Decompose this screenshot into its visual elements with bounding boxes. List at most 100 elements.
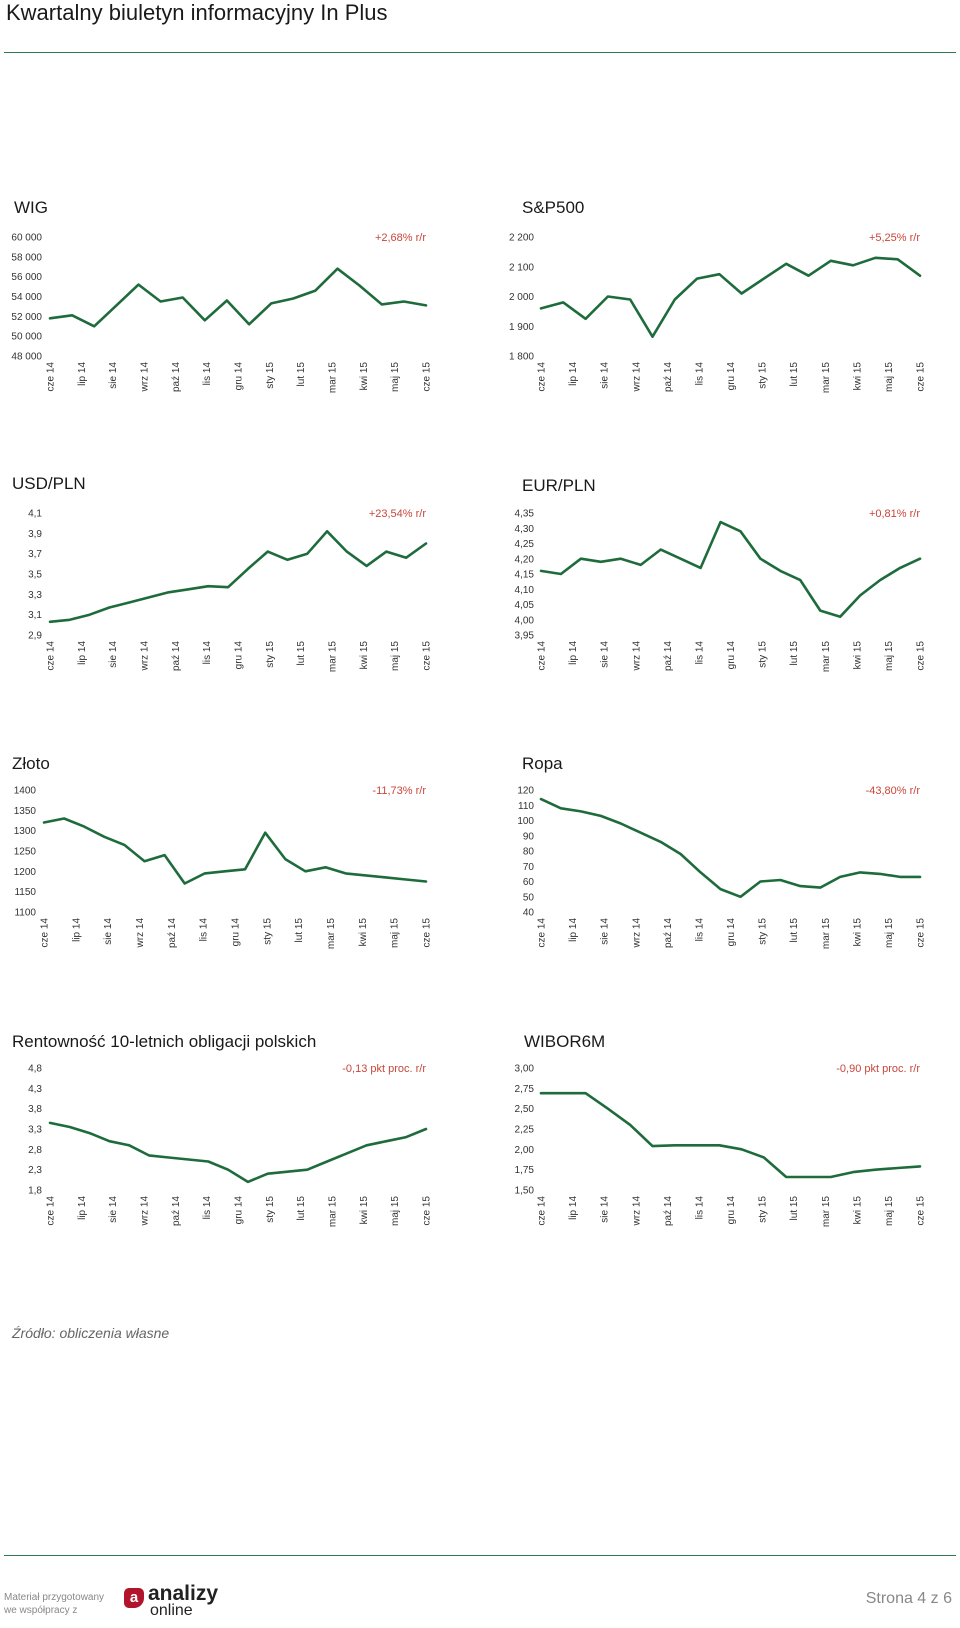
- x-tick-label: mar 15: [326, 918, 337, 950]
- y-tick-label: 4,35: [515, 509, 535, 520]
- x-tick-label: mar 15: [821, 918, 832, 950]
- x-tick-label: cze 14: [46, 1196, 57, 1226]
- series-line: [539, 256, 922, 339]
- y-tick-label: 2,75: [515, 1084, 535, 1095]
- x-tick-label: maj 15: [390, 1196, 401, 1226]
- x-tick-label: lis 14: [202, 362, 213, 386]
- x-tick-label: wrz 14: [140, 1196, 151, 1227]
- series-line: [539, 520, 922, 619]
- x-tick-label: sty 15: [758, 918, 769, 945]
- x-tick-label: gru 14: [234, 1196, 245, 1225]
- y-tick-label: 3,5: [28, 570, 42, 581]
- x-tick-label: sie 14: [108, 362, 119, 389]
- x-tick-label: lut 15: [296, 641, 307, 666]
- x-tick-label: lut 15: [789, 641, 800, 666]
- series-line: [42, 817, 428, 885]
- x-tick-label: lis 14: [694, 641, 705, 665]
- y-tick-label: 48 000: [11, 352, 42, 363]
- x-tick-label: sty 15: [265, 641, 276, 668]
- x-tick-label: cze 15: [422, 362, 433, 392]
- y-tick-label: 4,30: [515, 524, 535, 535]
- x-tick-label: gru 14: [726, 641, 737, 670]
- x-tick-label: cze 15: [422, 641, 433, 671]
- chart-title-zloto: Złoto: [12, 754, 50, 773]
- y-tick-label: 3,1: [28, 610, 42, 621]
- x-tick-label: lut 15: [294, 918, 305, 943]
- x-tick-label: cze 15: [916, 918, 927, 948]
- y-tick-label: 4,3: [28, 1084, 42, 1095]
- footer-prepared-line-2: we współpracy z: [4, 1605, 78, 1616]
- x-tick-label: sty 15: [265, 362, 276, 389]
- y-tick-label: 110: [518, 801, 534, 812]
- x-tick-label: maj 15: [390, 918, 401, 948]
- x-tick-label: paź 14: [171, 362, 182, 392]
- y-tick-label: 2,50: [515, 1104, 535, 1115]
- x-tick-label: lip 14: [568, 641, 579, 665]
- y-tick-label: 1,8: [28, 1186, 42, 1197]
- x-tick-label: sty 15: [265, 1196, 276, 1223]
- x-tick-label: kwi 15: [852, 1196, 863, 1225]
- y-tick-label: 1200: [14, 867, 37, 878]
- x-tick-label: kwi 15: [852, 362, 863, 391]
- y-tick-label: 4,20: [515, 554, 535, 565]
- x-tick-label: lip 14: [71, 918, 82, 942]
- x-tick-label: sie 14: [103, 918, 114, 945]
- logo-text-bottom: online: [150, 1602, 193, 1619]
- x-tick-label: wrz 14: [135, 918, 146, 949]
- x-tick-label: paź 14: [171, 1196, 182, 1226]
- x-tick-label: maj 15: [390, 641, 401, 671]
- y-tick-label: 3,00: [515, 1064, 535, 1075]
- change-annotation: -43,80% r/r: [866, 785, 921, 797]
- x-tick-label: lis 14: [202, 641, 213, 665]
- chart-title-wibor6m: WIBOR6M: [524, 1032, 606, 1051]
- x-tick-label: mar 15: [328, 1196, 339, 1228]
- y-tick-label: 2,3: [28, 1165, 42, 1176]
- y-tick-label: 4,15: [515, 570, 535, 581]
- y-tick-label: 70: [523, 862, 535, 873]
- y-tick-label: 58 000: [11, 252, 42, 263]
- series-line: [48, 267, 428, 328]
- y-tick-label: 2,9: [28, 631, 42, 642]
- y-tick-label: 2,8: [28, 1145, 42, 1156]
- x-tick-label: cze 15: [916, 641, 927, 671]
- footer-prepared-line-1: Materiał przygotowany: [4, 1592, 105, 1603]
- x-tick-label: maj 15: [884, 641, 895, 671]
- x-tick-label: cze 14: [40, 918, 51, 948]
- x-tick-label: maj 15: [390, 362, 401, 392]
- series-line: [48, 529, 428, 624]
- x-tick-label: sie 14: [600, 918, 611, 945]
- y-tick-label: 4,00: [515, 615, 535, 626]
- x-tick-label: lip 14: [77, 1196, 88, 1220]
- x-tick-label: sie 14: [108, 1196, 119, 1223]
- x-tick-label: paź 14: [663, 362, 674, 392]
- chart-title-ropa: Ropa: [522, 754, 563, 773]
- x-tick-label: lip 14: [568, 362, 579, 386]
- y-tick-label: 80: [523, 847, 535, 858]
- y-tick-label: 3,3: [28, 590, 42, 601]
- x-tick-label: sie 14: [600, 1196, 611, 1223]
- x-tick-label: cze 15: [916, 1196, 927, 1226]
- x-tick-label: gru 14: [234, 362, 245, 391]
- chart-title-eurpln: EUR/PLN: [522, 476, 596, 495]
- y-tick-label: 4,1: [28, 509, 42, 520]
- x-tick-label: cze 14: [537, 641, 548, 671]
- y-tick-label: 1250: [14, 847, 37, 858]
- change-annotation: +0,81% r/r: [869, 508, 920, 520]
- x-tick-label: paź 14: [663, 641, 674, 671]
- y-tick-label: 1150: [14, 887, 36, 898]
- x-tick-label: cze 15: [422, 918, 433, 948]
- x-tick-label: paź 14: [663, 1196, 674, 1226]
- y-tick-label: 100: [517, 816, 534, 827]
- x-tick-label: lut 15: [296, 362, 307, 387]
- y-tick-label: 2 100: [509, 262, 534, 273]
- y-tick-label: 60 000: [11, 233, 42, 244]
- y-tick-label: 40: [523, 908, 535, 919]
- y-tick-label: 90: [523, 831, 535, 842]
- x-tick-label: paź 14: [167, 918, 178, 948]
